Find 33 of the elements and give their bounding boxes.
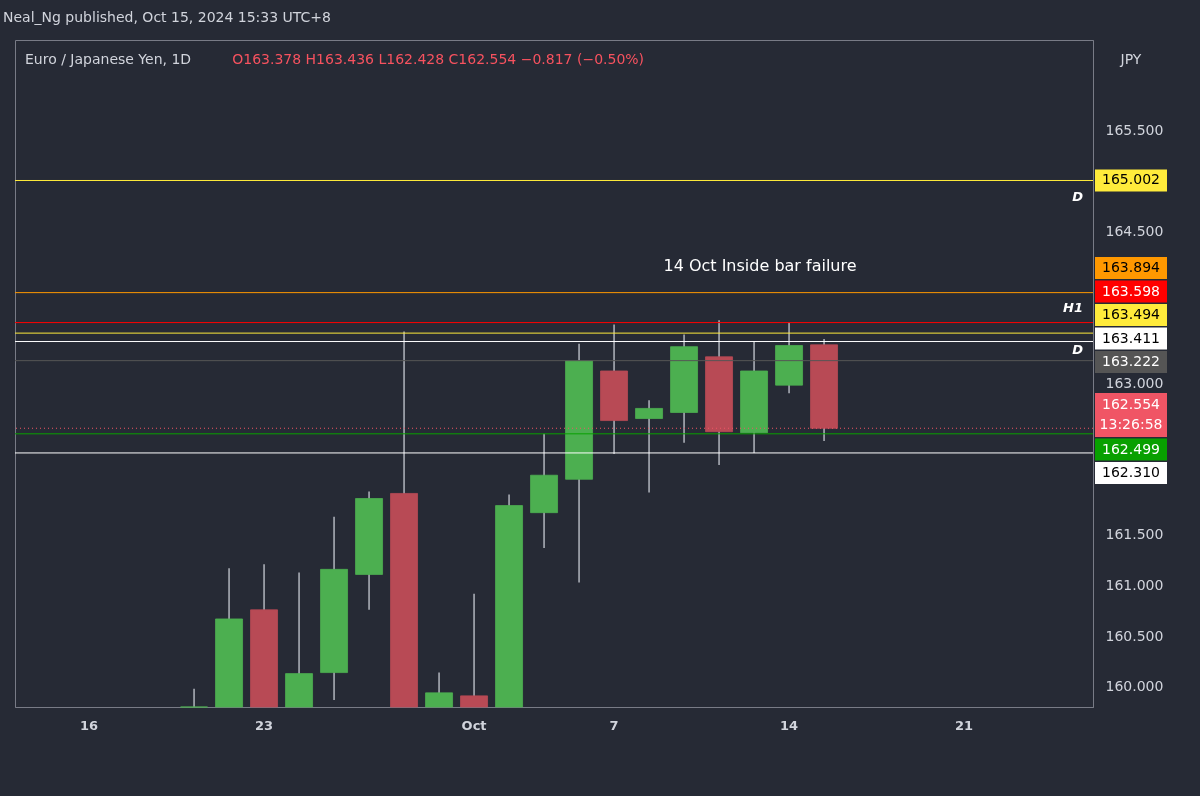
candlestick [635,399,663,494]
y-tick-label: 163.000 [1105,374,1164,391]
x-tick-label: 7 [609,717,619,733]
ref-line-label: 163.222 [1102,353,1160,370]
x-tick-label: Oct [461,717,487,733]
y-tick-label: 161.000 [1105,577,1164,594]
candlestick [460,592,488,708]
x-tick-label: 16 [80,717,99,733]
ref-line-label: 165.002 [1102,171,1160,188]
x-tick-label: 14 [780,717,799,733]
y-tick-label: 164.500 [1105,222,1164,239]
y-tick-label: 161.500 [1105,526,1164,543]
y-axis-title: JPY [1119,51,1142,67]
y-tick-label: 165.500 [1105,121,1164,138]
annotation: 14 Oct Inside bar failure [663,256,857,275]
ref-line-label: 162.499 [1102,440,1160,457]
text: Euro / Japanese Yen, 1D [25,51,192,67]
text: O163.378 H163.436 L162.428 C162.554 −0.817 (−0.50%) [232,51,645,67]
ref-line-label: 163.411 [1102,329,1160,346]
ref-line-label: 163.494 [1102,306,1161,323]
y-tick-label: 160.500 [1105,627,1164,644]
y-tick-label: 160.000 [1105,678,1164,695]
x-tick-label: 23 [255,717,274,733]
ref-line-label: 162.310 [1102,464,1160,481]
ref-line-label: 162.554 13:26:58 [1099,396,1163,433]
annotation: D [1072,342,1084,357]
ref-line-label: 163.894 [1102,259,1161,276]
x-tick-label: 21 [955,717,974,733]
ref-line-label: 163.598 [1102,282,1160,299]
annotation: D [1072,189,1084,204]
candlestick [180,688,208,708]
text: Neal_Ng published, Oct 15, 2024 15:33 UTC+8 [3,9,331,25]
annotation: H1 [1063,300,1083,315]
